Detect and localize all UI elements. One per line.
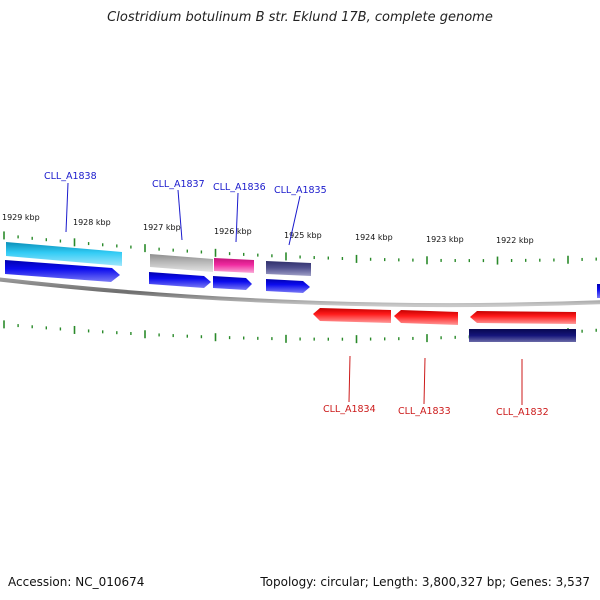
leader-line (235, 192, 239, 243)
feature-block-navy[interactable] (469, 329, 576, 342)
feature-block-slate[interactable] (266, 261, 311, 276)
scale-label: 1923 kbp (426, 235, 464, 244)
leader-lines (65, 182, 523, 405)
reverse-cds-track (313, 308, 576, 325)
gene-label-cll-a1837[interactable]: CLL_A1837 (152, 179, 205, 190)
leader-line (177, 189, 183, 241)
scale-label: 1927 kbp (143, 223, 181, 232)
accession-text: Accession: NC_010674 (8, 575, 145, 589)
inner-feature-track (469, 329, 576, 342)
cds-arrow-cll-a1837[interactable] (149, 272, 211, 288)
scale-label: 1925 kbp (284, 231, 322, 240)
leader-line (348, 355, 351, 403)
scale-labels: 1929 kbp 1928 kbp 1927 kbp 1926 kbp 1925… (2, 213, 534, 245)
genome-info-text: Topology: circular; Length: 3,800,327 bp… (260, 575, 590, 589)
outer-feature-track (6, 242, 311, 276)
cds-arrow-cll-a1834[interactable] (313, 308, 391, 323)
forward-cds-track (5, 260, 600, 298)
feature-block-cyan[interactable] (6, 242, 122, 266)
genome-backbone (0, 277, 600, 308)
feature-block-gray[interactable] (150, 254, 213, 272)
gene-label-cll-a1838[interactable]: CLL_A1838 (44, 171, 97, 182)
cds-arrow-cll-a1835[interactable] (266, 279, 310, 293)
cds-arrow-cll-a1832[interactable] (470, 311, 576, 324)
gene-label-cll-a1834[interactable]: CLL_A1834 (323, 404, 376, 415)
gene-label-cll-a1836[interactable]: CLL_A1836 (213, 182, 266, 193)
cds-arrow-cll-a1836[interactable] (213, 276, 252, 290)
scale-label: 1929 kbp (2, 213, 40, 222)
scale-label: 1922 kbp (496, 236, 534, 245)
gene-labels: CLL_A1838 CLL_A1837 CLL_A1836 CLL_A1835 … (44, 171, 549, 418)
gene-label-cll-a1832[interactable]: CLL_A1832 (496, 407, 549, 418)
cds-arrow-cll-a1833[interactable] (394, 310, 458, 325)
gene-label-cll-a1835[interactable]: CLL_A1835 (274, 185, 327, 196)
cds-arrow-offscreen[interactable] (597, 284, 600, 298)
outer-scale-ticks (3, 231, 597, 265)
map-title: Clostridium botulinum B str. Eklund 17B,… (107, 10, 493, 25)
gene-label-cll-a1833[interactable]: CLL_A1833 (398, 406, 451, 417)
scale-label: 1924 kbp (355, 233, 393, 242)
scale-label: 1928 kbp (73, 218, 111, 227)
leader-line (65, 182, 69, 233)
feature-block-pink[interactable] (214, 258, 254, 273)
scale-label: 1926 kbp (214, 227, 252, 236)
leader-line (423, 357, 426, 405)
cds-arrow-cll-a1838[interactable] (5, 260, 120, 282)
leader-line (288, 195, 301, 246)
